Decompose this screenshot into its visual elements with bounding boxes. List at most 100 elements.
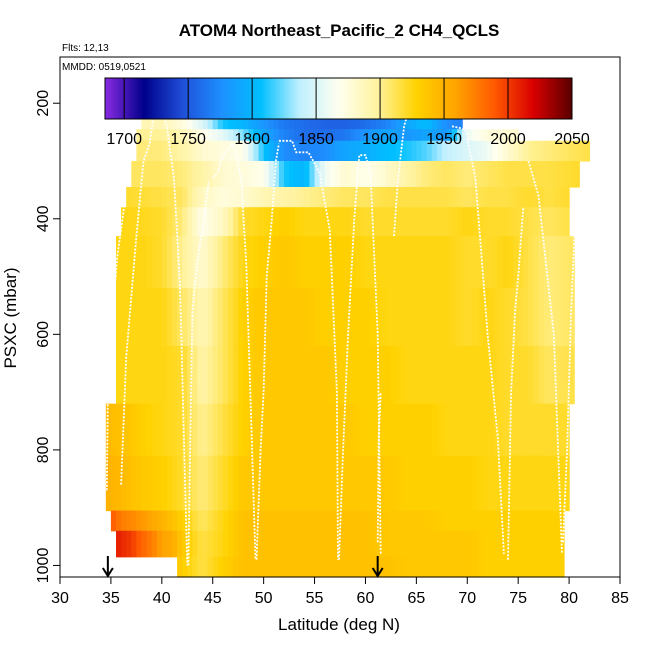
- curtain-cell: [182, 403, 188, 457]
- curtain-cell: [207, 288, 214, 347]
- curtain-cell: [329, 345, 336, 405]
- curtain-cell: [263, 207, 270, 237]
- curtain-cell: [309, 510, 316, 532]
- flight-track: [562, 218, 577, 543]
- curtain-cell: [533, 207, 540, 237]
- curtain-cell: [564, 345, 570, 405]
- curtain-cell: [268, 510, 275, 532]
- curtain-cell: [136, 345, 143, 405]
- curtain-cell: [538, 455, 545, 512]
- curtain-cell: [452, 403, 458, 457]
- curtain-cell: [487, 345, 494, 405]
- curtain-cell: [289, 510, 295, 532]
- curtain-cell: [558, 288, 565, 347]
- curtain-cell: [304, 140, 311, 162]
- curtain-cell: [228, 161, 234, 188]
- date-note: MMDD: 0519,0521: [62, 62, 146, 73]
- flight-track: [255, 143, 280, 560]
- curtain-cell: [360, 129, 367, 142]
- curtain-cell: [411, 530, 417, 558]
- curtain-cell: [457, 510, 463, 532]
- curtain-cell: [151, 187, 158, 208]
- curtain-cell: [299, 530, 305, 558]
- curtain-cell: [569, 236, 575, 289]
- curtain-cell: [477, 345, 484, 405]
- curtain-cell: [365, 288, 372, 347]
- curtain-cell: [533, 236, 540, 289]
- curtain-cell: [207, 556, 214, 578]
- curtain-cell: [385, 345, 392, 405]
- curtain-cell: [116, 345, 122, 405]
- curtain-cell: [548, 207, 555, 237]
- curtain-cell: [431, 111, 438, 130]
- curtain-cell: [273, 403, 280, 457]
- curtain-cell: [390, 129, 397, 142]
- curtain-cell: [472, 207, 479, 237]
- curtain-cell: [319, 129, 326, 142]
- curtain-cell: [441, 510, 448, 532]
- x-tick-label: 60: [357, 590, 375, 607]
- curtain-cell: [406, 556, 412, 578]
- curtain-cell: [141, 510, 148, 532]
- curtain-cell: [350, 111, 356, 130]
- curtain-cell: [329, 236, 336, 289]
- curtain-cell: [156, 129, 163, 142]
- curtain-cell: [284, 288, 290, 347]
- curtain-cell: [284, 161, 290, 188]
- curtain-cell: [156, 187, 163, 208]
- curtain-cell: [212, 455, 219, 512]
- curtain-cell: [396, 236, 402, 289]
- curtain-cell: [446, 556, 453, 578]
- curtain-cell: [126, 288, 132, 347]
- curtain-cell: [151, 111, 158, 130]
- curtain-cell: [141, 530, 148, 558]
- curtain-cell: [136, 510, 143, 532]
- curtain-cell: [477, 556, 484, 578]
- curtain-cell: [523, 403, 529, 457]
- curtain-cell: [426, 345, 433, 405]
- curtain-cell: [197, 288, 204, 347]
- curtain-cell: [477, 510, 484, 532]
- curtain-cell: [233, 530, 239, 558]
- curtain-cell: [146, 111, 153, 130]
- curtain-cell: [212, 510, 219, 532]
- curtain-cell: [294, 345, 300, 405]
- curtain-cell: [431, 161, 438, 188]
- x-tick-label: 45: [204, 590, 222, 607]
- colorbar-tick-label: 1950: [426, 131, 462, 148]
- curtain-cell: [518, 187, 524, 208]
- colorbar-tick-label: 1700: [106, 131, 142, 148]
- curtain-cell: [197, 403, 204, 457]
- curtain-cell: [131, 455, 137, 512]
- curtain-cell: [273, 187, 280, 208]
- curtain-cell: [548, 556, 555, 578]
- curtain-cell: [228, 111, 234, 130]
- curtain-cell: [263, 187, 270, 208]
- curtain-cell: [360, 403, 367, 457]
- curtain-cell: [502, 161, 509, 188]
- curtain-cell: [243, 207, 249, 237]
- curtain-cell: [421, 161, 428, 188]
- curtain-cell: [467, 161, 473, 188]
- curtain-cell: [553, 161, 560, 188]
- curtain-cell: [390, 345, 397, 405]
- curtain-cell: [375, 455, 382, 512]
- curtain-cell: [177, 288, 183, 347]
- curtain-cell: [166, 530, 173, 558]
- curtain-cell: [452, 510, 458, 532]
- curtain-cell: [513, 530, 519, 558]
- curtain-cell: [146, 403, 153, 457]
- curtain-cell: [294, 236, 300, 289]
- curtain-cell: [202, 288, 209, 347]
- curtain-cell: [360, 510, 367, 532]
- curtain-cell: [523, 187, 529, 208]
- curtain-cell: [192, 403, 199, 457]
- curtain-cell: [406, 530, 412, 558]
- curtain-cell: [365, 129, 372, 142]
- curtain-cell: [390, 530, 397, 558]
- curtain-cell: [126, 530, 132, 558]
- curtain-cell: [304, 129, 311, 142]
- curtain-cell: [457, 530, 463, 558]
- curtain-cell: [538, 510, 545, 532]
- curtain-cell: [355, 345, 361, 405]
